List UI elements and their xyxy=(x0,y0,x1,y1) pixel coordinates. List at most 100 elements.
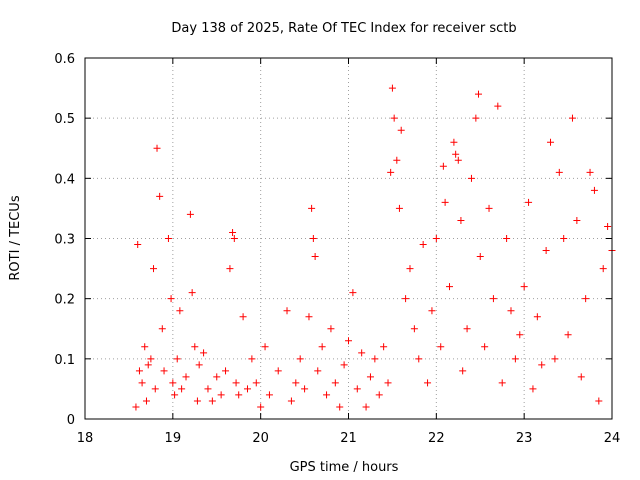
data-point xyxy=(525,198,533,206)
data-point xyxy=(410,325,418,333)
data-point xyxy=(142,397,150,405)
data-point xyxy=(292,379,300,387)
data-point xyxy=(141,343,149,351)
data-point xyxy=(362,403,370,411)
data-point xyxy=(318,343,326,351)
data-point xyxy=(158,325,166,333)
data-point xyxy=(305,313,313,321)
data-point xyxy=(314,367,322,375)
data-point xyxy=(340,361,348,369)
data-point xyxy=(568,114,576,122)
y-tick-label: 0.6 xyxy=(54,52,75,67)
data-point xyxy=(173,355,181,363)
data-point xyxy=(474,90,482,98)
x-tick-label: 22 xyxy=(428,431,445,446)
y-tick-label: 0 xyxy=(67,413,75,428)
data-point xyxy=(232,379,240,387)
data-point xyxy=(397,126,405,134)
data-point xyxy=(577,373,585,381)
y-tick-label: 0.1 xyxy=(54,353,75,368)
data-point xyxy=(586,168,594,176)
data-point xyxy=(169,379,177,387)
data-point xyxy=(432,235,440,242)
data-point xyxy=(160,367,168,375)
data-point xyxy=(151,385,159,393)
data-point xyxy=(380,343,388,351)
grid-lines xyxy=(85,58,612,419)
data-point xyxy=(309,235,317,242)
x-axis-label: GPS time / hours xyxy=(290,460,399,475)
data-point xyxy=(371,355,379,363)
x-tick-label: 20 xyxy=(252,431,269,446)
data-point xyxy=(243,385,251,393)
data-point xyxy=(182,373,190,381)
data-point xyxy=(452,150,460,158)
data-point xyxy=(213,373,221,381)
data-point xyxy=(485,204,493,212)
data-point xyxy=(230,235,238,242)
x-tick-label: 21 xyxy=(340,431,357,446)
data-point xyxy=(171,391,179,399)
data-point xyxy=(503,235,511,242)
data-point xyxy=(132,403,140,411)
data-point xyxy=(516,331,524,339)
data-point xyxy=(156,192,164,200)
data-point xyxy=(353,385,361,393)
data-point xyxy=(450,138,458,146)
data-point xyxy=(195,361,203,369)
data-point xyxy=(186,210,194,218)
data-point xyxy=(138,379,146,387)
data-point xyxy=(454,156,462,164)
data-point xyxy=(428,307,436,315)
data-point xyxy=(384,379,392,387)
data-point xyxy=(134,241,142,249)
data-point xyxy=(507,307,515,315)
data-point xyxy=(393,156,401,164)
data-point xyxy=(153,144,161,152)
data-point xyxy=(311,253,319,261)
data-point xyxy=(178,385,186,393)
x-tick-label: 23 xyxy=(516,431,533,446)
data-point xyxy=(336,403,344,411)
data-point xyxy=(144,361,152,369)
data-point xyxy=(390,114,398,122)
data-point xyxy=(200,349,208,357)
data-point xyxy=(573,216,581,224)
data-point xyxy=(419,241,427,249)
data-point xyxy=(481,343,489,351)
data-point xyxy=(457,216,465,224)
data-point xyxy=(301,385,309,393)
x-tick-label: 19 xyxy=(165,431,182,446)
x-tick-label: 24 xyxy=(604,431,621,446)
data-point xyxy=(296,355,304,363)
data-point xyxy=(147,355,155,363)
data-point xyxy=(176,307,184,315)
data-point xyxy=(388,84,396,92)
data-point xyxy=(327,325,335,333)
data-point xyxy=(424,379,432,387)
data-point xyxy=(248,355,256,363)
data-point xyxy=(395,204,403,212)
data-point xyxy=(235,391,243,399)
data-point xyxy=(193,397,201,405)
data-point xyxy=(167,295,175,303)
data-point xyxy=(533,313,541,321)
data-point xyxy=(217,391,225,399)
data-point xyxy=(560,235,568,242)
data-point xyxy=(467,174,475,182)
data-point xyxy=(164,235,172,242)
y-tick-label: 0.5 xyxy=(54,112,75,127)
data-point xyxy=(358,349,366,357)
data-points xyxy=(132,84,616,411)
data-point xyxy=(331,379,339,387)
data-point xyxy=(476,253,484,261)
data-point xyxy=(345,337,352,345)
data-point xyxy=(287,397,295,405)
data-point xyxy=(529,385,537,393)
data-point xyxy=(590,186,598,194)
data-point xyxy=(415,355,423,363)
data-point xyxy=(257,403,265,411)
x-tick-label: 18 xyxy=(77,431,94,446)
data-point xyxy=(437,343,445,351)
data-point xyxy=(323,391,331,399)
